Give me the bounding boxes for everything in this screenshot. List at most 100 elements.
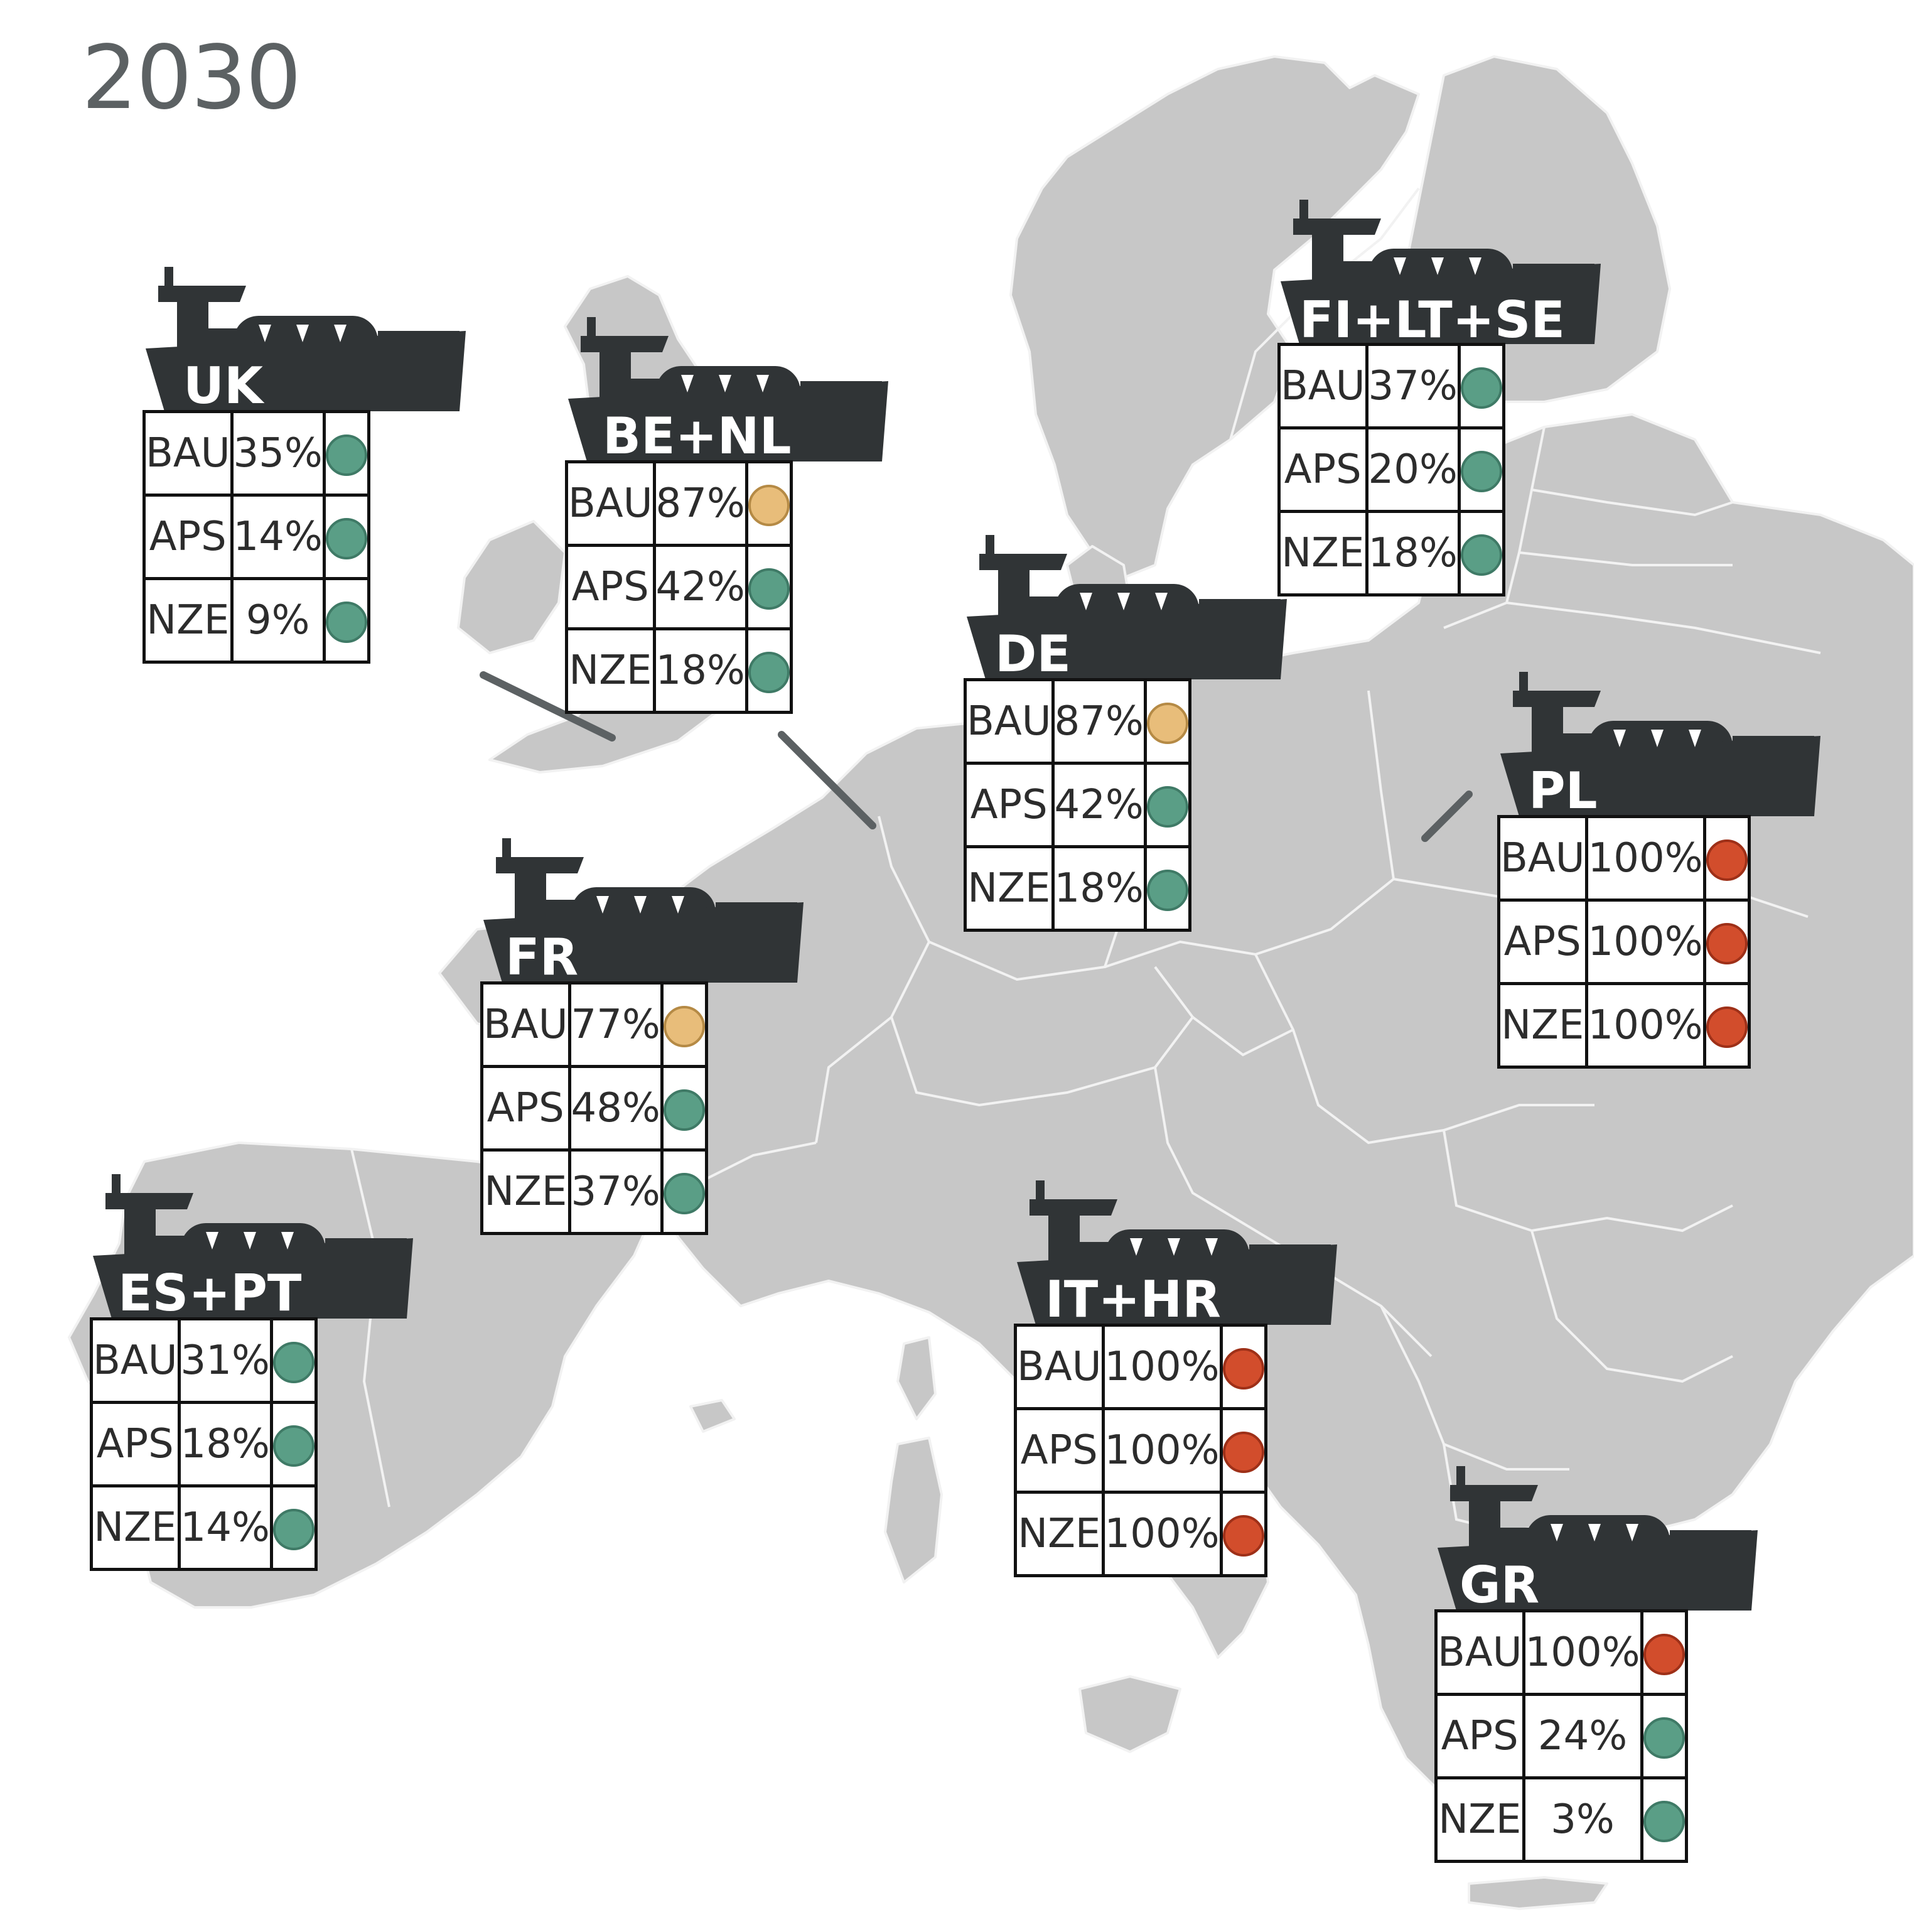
scenario-label: NZE [1014, 1491, 1105, 1577]
leader-line-be-nl [778, 731, 876, 829]
status-cell [1143, 762, 1191, 848]
scenario-value: 100% [1522, 1609, 1643, 1696]
status-green-dot-icon [1146, 870, 1188, 912]
status-red-dot-icon [1222, 1515, 1264, 1557]
scenario-value: 100% [1584, 899, 1706, 985]
scenario-value: 31% [177, 1317, 273, 1404]
region-name: GR [1460, 1556, 1540, 1614]
status-green-dot-icon [1460, 451, 1502, 493]
status-green-dot-icon [1460, 534, 1502, 576]
status-red-dot-icon [1222, 1348, 1264, 1390]
scenario-label: APS [1497, 899, 1588, 985]
status-green-dot-icon [1643, 1717, 1685, 1759]
table-row: APS 48% [480, 1065, 708, 1152]
table-row: BAU 77% [480, 981, 708, 1068]
table-row: NZE 18% [964, 845, 1191, 932]
scenario-table: BAU 31% APS 18% NZE 14% [90, 1317, 318, 1571]
scenario-label: BAU [1434, 1609, 1525, 1696]
scenario-value: 42% [1051, 762, 1147, 848]
status-green-dot-icon [1460, 367, 1502, 409]
scenario-label: NZE [90, 1484, 181, 1571]
status-green-dot-icon [325, 602, 367, 644]
land-sicily [1078, 1675, 1181, 1753]
table-row: BAU 100% [1014, 1324, 1267, 1410]
status-yellow-dot-icon [663, 1006, 705, 1048]
region-name: DE [995, 625, 1072, 683]
status-green-dot-icon [272, 1509, 315, 1551]
scenario-value: 87% [652, 460, 748, 547]
scenario-label: APS [90, 1401, 181, 1487]
scenario-value: 18% [1365, 510, 1461, 596]
status-cell [660, 1148, 708, 1235]
status-green-dot-icon [748, 568, 790, 610]
leader-line-uk [480, 671, 616, 742]
table-row: NZE 100% [1497, 982, 1751, 1069]
region-name: ES+PT [118, 1264, 302, 1322]
scenario-label: NZE [964, 845, 1055, 932]
table-row: NZE 3% [1434, 1776, 1688, 1863]
status-cell [1640, 1609, 1688, 1696]
status-red-dot-icon [1643, 1634, 1685, 1676]
scenario-value: 100% [1101, 1491, 1223, 1577]
ship-icon [93, 1174, 413, 1319]
table-row: NZE 18% [1277, 510, 1505, 596]
status-cell [1219, 1491, 1267, 1577]
scenario-table: BAU 77% APS 48% NZE 37% [480, 981, 708, 1235]
region-name: PL [1529, 762, 1598, 820]
land-sardinia [884, 1437, 943, 1584]
status-red-dot-icon [1222, 1432, 1264, 1474]
scenario-value: 87% [1051, 678, 1147, 765]
scenario-label: APS [480, 1065, 571, 1152]
status-yellow-dot-icon [1146, 703, 1188, 745]
status-red-dot-icon [1706, 839, 1748, 882]
scenario-value: 9% [230, 577, 326, 664]
scenario-table: BAU 100% APS 100% NZE 100% [1014, 1324, 1267, 1577]
land-crete [1468, 1876, 1608, 1910]
status-cell [1219, 1407, 1267, 1494]
table-row: BAU 100% [1497, 815, 1751, 902]
scenario-label: APS [1434, 1693, 1525, 1779]
scenario-label: BAU [142, 410, 234, 497]
scenario-table: BAU 100% APS 24% NZE 3% [1434, 1609, 1688, 1863]
status-red-dot-icon [1706, 1006, 1748, 1049]
status-cell [1702, 899, 1751, 985]
ship-icon [967, 535, 1287, 679]
scenario-table: BAU 100% APS 100% NZE 100% [1497, 815, 1751, 1069]
status-green-dot-icon [748, 652, 790, 694]
table-row: BAU 31% [90, 1317, 318, 1404]
status-green-dot-icon [325, 434, 367, 477]
status-cell [322, 494, 370, 580]
scenario-label: BAU [480, 981, 571, 1068]
status-cell [1219, 1324, 1267, 1410]
scenario-value: 18% [1051, 845, 1147, 932]
region-name: BE+NL [603, 407, 792, 465]
status-green-dot-icon [663, 1173, 705, 1215]
leader-lines [480, 671, 1473, 842]
status-green-dot-icon [325, 518, 367, 560]
status-cell [269, 1484, 318, 1571]
scenario-value: 42% [652, 544, 748, 630]
status-cell [1457, 426, 1505, 513]
scenario-label: NZE [1497, 982, 1588, 1069]
scenario-value: 24% [1522, 1693, 1643, 1779]
region-name: UK [183, 357, 263, 415]
status-cell [745, 460, 793, 547]
status-cell [322, 577, 370, 664]
table-row: APS 42% [964, 762, 1191, 848]
scenario-label: BAU [1277, 343, 1368, 429]
scenario-value: 37% [567, 1148, 664, 1235]
status-cell [269, 1401, 318, 1487]
ship-icon [1017, 1180, 1337, 1325]
status-cell [1640, 1776, 1688, 1863]
land-corsica [896, 1336, 937, 1420]
scenario-table: BAU 87% APS 42% NZE 18% [565, 460, 793, 714]
scenario-label: APS [1014, 1407, 1105, 1494]
scenario-table: BAU 37% APS 20% NZE 18% [1277, 343, 1505, 596]
scenario-label: APS [565, 544, 656, 630]
ship-icon [1281, 200, 1601, 344]
scenario-label: APS [1277, 426, 1368, 513]
scenario-value: 14% [230, 494, 326, 580]
table-row: NZE 37% [480, 1148, 708, 1235]
year-title: 2030 [82, 27, 301, 129]
scenario-value: 14% [177, 1484, 273, 1571]
